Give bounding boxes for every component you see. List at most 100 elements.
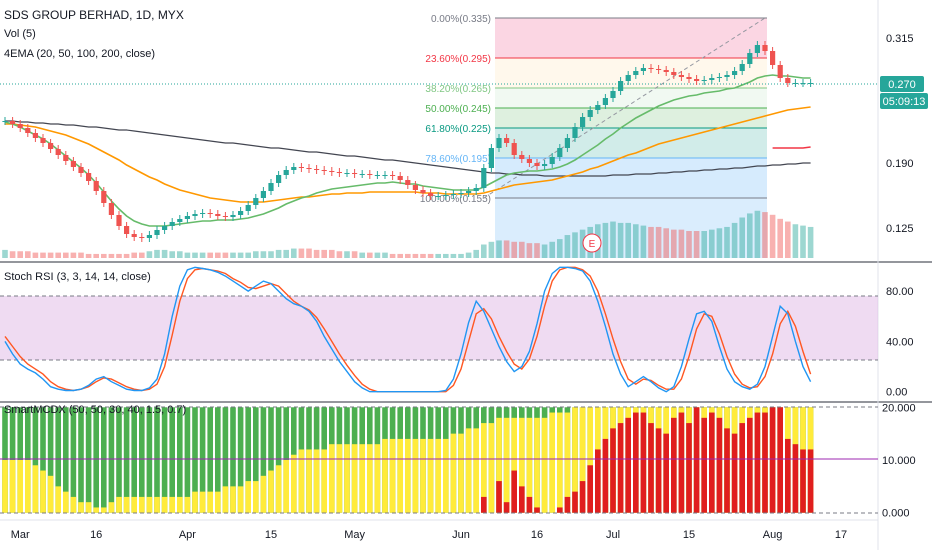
mcdx-yellow-bar — [78, 502, 84, 513]
volume-bar — [70, 252, 77, 258]
mcdx-yellow-bar — [579, 407, 586, 513]
candle-body — [762, 45, 768, 51]
mcdx-yellow-bar — [139, 496, 145, 513]
volume-bar — [291, 248, 297, 258]
candle-body — [344, 173, 350, 174]
earnings-marker-icon[interactable] — [582, 233, 602, 253]
mcdx-green-bar — [85, 407, 92, 513]
volume-bar — [55, 252, 61, 258]
mcdx-yellow-bar — [177, 496, 183, 513]
price-tick-label: 0.315 — [886, 33, 914, 45]
candle-body — [686, 77, 692, 79]
candle-body — [382, 175, 388, 176]
mcdx-legend: SmartMCDX (50, 50, 30, 40, 1.5, 0.7) — [4, 404, 186, 416]
price-tick-label: 0.190 — [886, 158, 914, 170]
candle-body — [86, 173, 92, 181]
candle-body — [291, 167, 297, 170]
volume-bar — [78, 252, 84, 258]
volume-bar — [557, 239, 563, 258]
volume-bar — [754, 210, 761, 258]
candle-body — [238, 211, 244, 215]
volume-bar — [253, 251, 259, 258]
mcdx-red-bar — [579, 481, 586, 513]
mcdx-tick-label: 20.000 — [882, 402, 916, 414]
candle-body — [93, 181, 99, 191]
time-tick-label: May — [344, 529, 365, 541]
candle-body — [504, 138, 510, 143]
mcdx-yellow-bar — [207, 491, 213, 513]
candle-body — [602, 98, 608, 105]
volume-bar — [306, 248, 312, 258]
volume-bar — [359, 252, 365, 258]
mcdx-red-bar — [633, 412, 639, 513]
mcdx-green-bar — [184, 407, 191, 513]
volume-bar — [792, 224, 799, 258]
mcdx-red-bar — [564, 496, 571, 513]
candle-body — [298, 167, 304, 168]
volume-bar — [382, 252, 388, 258]
mcdx-yellow-bar — [93, 507, 99, 513]
mcdx-green-bar — [275, 407, 282, 513]
mcdx-green-bar — [253, 407, 259, 513]
mcdx-green-bar — [154, 407, 160, 513]
candle-body — [466, 191, 472, 193]
mcdx-red-bar — [655, 428, 662, 513]
volume-bar — [648, 226, 654, 258]
stoch-tick-label: 40.00 — [886, 336, 914, 348]
mcdx-green-bar — [123, 407, 130, 513]
mcdx-red-bar — [777, 407, 783, 513]
candlesticks[interactable] — [2, 41, 814, 242]
volume-bar — [245, 252, 251, 258]
mcdx-yellow-bar — [63, 491, 69, 513]
mcdx-yellow-bar — [412, 438, 419, 513]
candle-body — [709, 78, 715, 80]
stoch-k-line — [4, 266, 812, 393]
candle-body — [25, 128, 31, 133]
candle-body — [648, 68, 654, 69]
candle-body — [101, 191, 107, 203]
volume-bar — [769, 214, 776, 258]
mcdx-red-bar — [519, 486, 525, 513]
mcdx-yellow-bar — [116, 496, 122, 513]
mcdx-yellow-bar — [55, 486, 61, 513]
volume-bar — [161, 249, 168, 258]
mcdx-yellow-bar — [70, 496, 77, 513]
mcdx-green-bar — [222, 407, 229, 513]
candle-body — [245, 205, 251, 211]
mcdx-yellow-bar — [488, 423, 495, 513]
candle-body — [694, 79, 700, 81]
mcdx-red-bar — [747, 417, 753, 513]
volume-bar — [785, 221, 791, 258]
fib-extension-zone — [495, 198, 767, 258]
volume-bar — [671, 229, 677, 258]
candle-body — [70, 161, 76, 167]
mcdx-yellow-bar — [17, 460, 23, 513]
mcdx-green-bar — [146, 407, 153, 513]
volume-bar — [184, 252, 191, 258]
candle-body — [633, 71, 639, 75]
candle-body — [519, 155, 525, 159]
mcdx-yellow-bar — [298, 449, 305, 513]
mcdx-yellow-bar — [534, 417, 540, 513]
candle-body — [428, 193, 434, 196]
candle-body — [716, 77, 722, 78]
candle-body — [671, 72, 677, 75]
fibonacci-retracement[interactable]: 0.00%(0.335) 23.60%(0.295) 38.20%(0.265) 50… — [420, 14, 767, 258]
ema200-line — [5, 120, 811, 177]
fib-level-label: 61.80%(0.225) — [425, 124, 491, 135]
mcdx-yellow-bar — [25, 460, 31, 513]
volume-bar — [344, 251, 350, 258]
volume-bar — [427, 253, 434, 258]
mcdx-green-bar — [108, 407, 115, 513]
candle-body — [336, 172, 342, 173]
mcdx-yellow-bar — [587, 407, 593, 513]
candle-body — [770, 51, 776, 65]
mcdx-yellow-bar — [329, 444, 335, 513]
mcdx-yellow-bar — [215, 491, 221, 513]
mcdx-green-bar — [230, 407, 236, 513]
candle-body — [78, 167, 84, 173]
candle-body — [63, 155, 69, 161]
mcdx-red-bar — [663, 433, 669, 513]
volume-bar — [374, 252, 381, 258]
